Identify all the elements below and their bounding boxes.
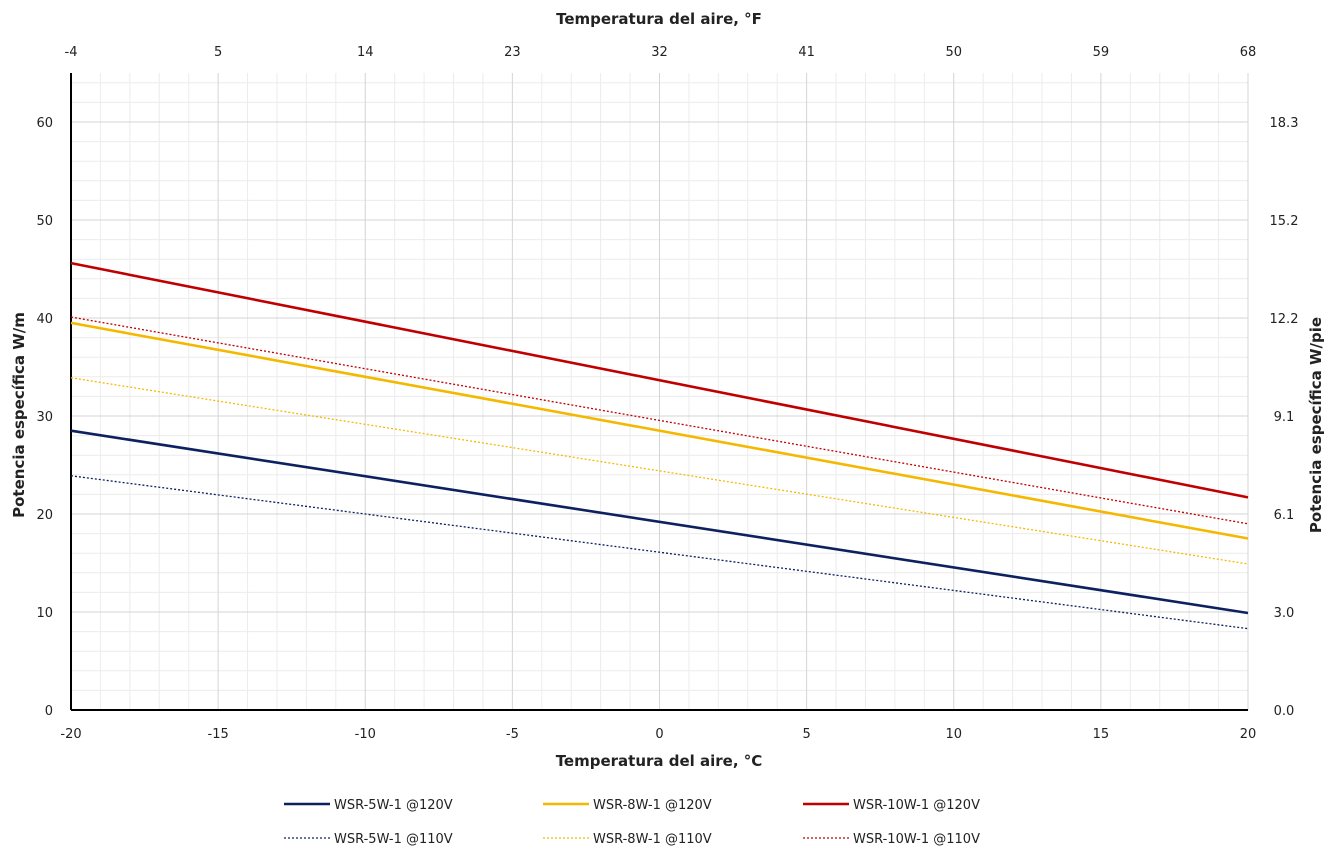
legend-item: WSR-5W-1 @110V (284, 832, 453, 847)
y2-tick-label: 0.0 (1274, 704, 1295, 719)
series-line (70, 475, 1249, 630)
series-line (70, 261, 1249, 499)
legend-label: WSR-5W-1 @120V (334, 798, 453, 813)
series-line (70, 321, 1249, 540)
x-tick-label: 0 (655, 727, 663, 742)
y-tick-label: 0 (45, 704, 53, 719)
y-tick-label: 20 (36, 508, 53, 523)
y2-tick-label: 12.2 (1270, 312, 1299, 327)
y-tick-label: 30 (36, 410, 53, 425)
x-tick-label: -10 (355, 727, 376, 742)
x-tick-label: 15 (1093, 727, 1110, 742)
x-tick-label: -5 (506, 727, 519, 742)
legend-label: WSR-8W-1 @120V (593, 798, 712, 813)
x-tick-label: -20 (60, 727, 81, 742)
y2-tick-label: 15.2 (1270, 214, 1299, 229)
legend-label: WSR-10W-1 @120V (853, 798, 980, 813)
y-tick-label: 60 (36, 116, 53, 131)
x-tick-label: 5 (802, 727, 810, 742)
y2-tick-label: 3.0 (1274, 606, 1295, 621)
y-tick-label: 40 (36, 312, 53, 327)
legend-item: WSR-10W-1 @110V (803, 832, 980, 847)
x-tick-label: 10 (945, 727, 962, 742)
x2-tick-label: 41 (798, 45, 815, 60)
axes (70, 73, 1248, 711)
y2-tick-label: 6.1 (1274, 508, 1295, 523)
x2-tick-label: -4 (65, 45, 78, 60)
series-layer (70, 261, 1249, 630)
y2-tick-label: 9.1 (1274, 410, 1295, 425)
y-axis-title: Potencia específica W/m (10, 312, 28, 518)
series-line (70, 316, 1249, 525)
legend-item: WSR-8W-1 @120V (543, 798, 712, 813)
y2-axis-title: Potencia específica W/pie (1307, 317, 1324, 533)
series-line (70, 377, 1249, 565)
legend-item: WSR-10W-1 @120V (803, 798, 980, 813)
x-axis-title: Temperatura del aire, °C (556, 752, 763, 770)
x2-axis-title: Temperatura del aire, °F (556, 10, 762, 28)
x2-tick-label: 32 (651, 45, 668, 60)
legend-label: WSR-5W-1 @110V (334, 832, 453, 847)
x2-tick-label: 50 (945, 45, 962, 60)
x2-tick-label: 14 (357, 45, 374, 60)
x2-tick-label: 5 (214, 45, 222, 60)
grid (70, 73, 1249, 711)
legend-label: WSR-10W-1 @110V (853, 832, 980, 847)
legend: WSR-5W-1 @120V WSR-8W-1 @120V WSR-10W-1 @1… (284, 798, 980, 847)
series-line (70, 429, 1249, 615)
x2-tick-label: 68 (1240, 45, 1257, 60)
tick-labels: -20 -15 -10 -5 0 5 10 15 20 -4 5 14 23 32 41 50 59 68 0 10 2… (36, 45, 1298, 742)
x-tick-label: -15 (208, 727, 229, 742)
legend-item: WSR-8W-1 @110V (543, 832, 712, 847)
x2-tick-label: 23 (504, 45, 521, 60)
y-tick-label: 10 (36, 606, 53, 621)
legend-label: WSR-8W-1 @110V (593, 832, 712, 847)
x2-tick-label: 59 (1093, 45, 1110, 60)
legend-item: WSR-5W-1 @120V (284, 798, 453, 813)
y2-tick-label: 18.3 (1270, 116, 1299, 131)
x-tick-label: 20 (1240, 727, 1257, 742)
y-tick-label: 50 (36, 214, 53, 229)
